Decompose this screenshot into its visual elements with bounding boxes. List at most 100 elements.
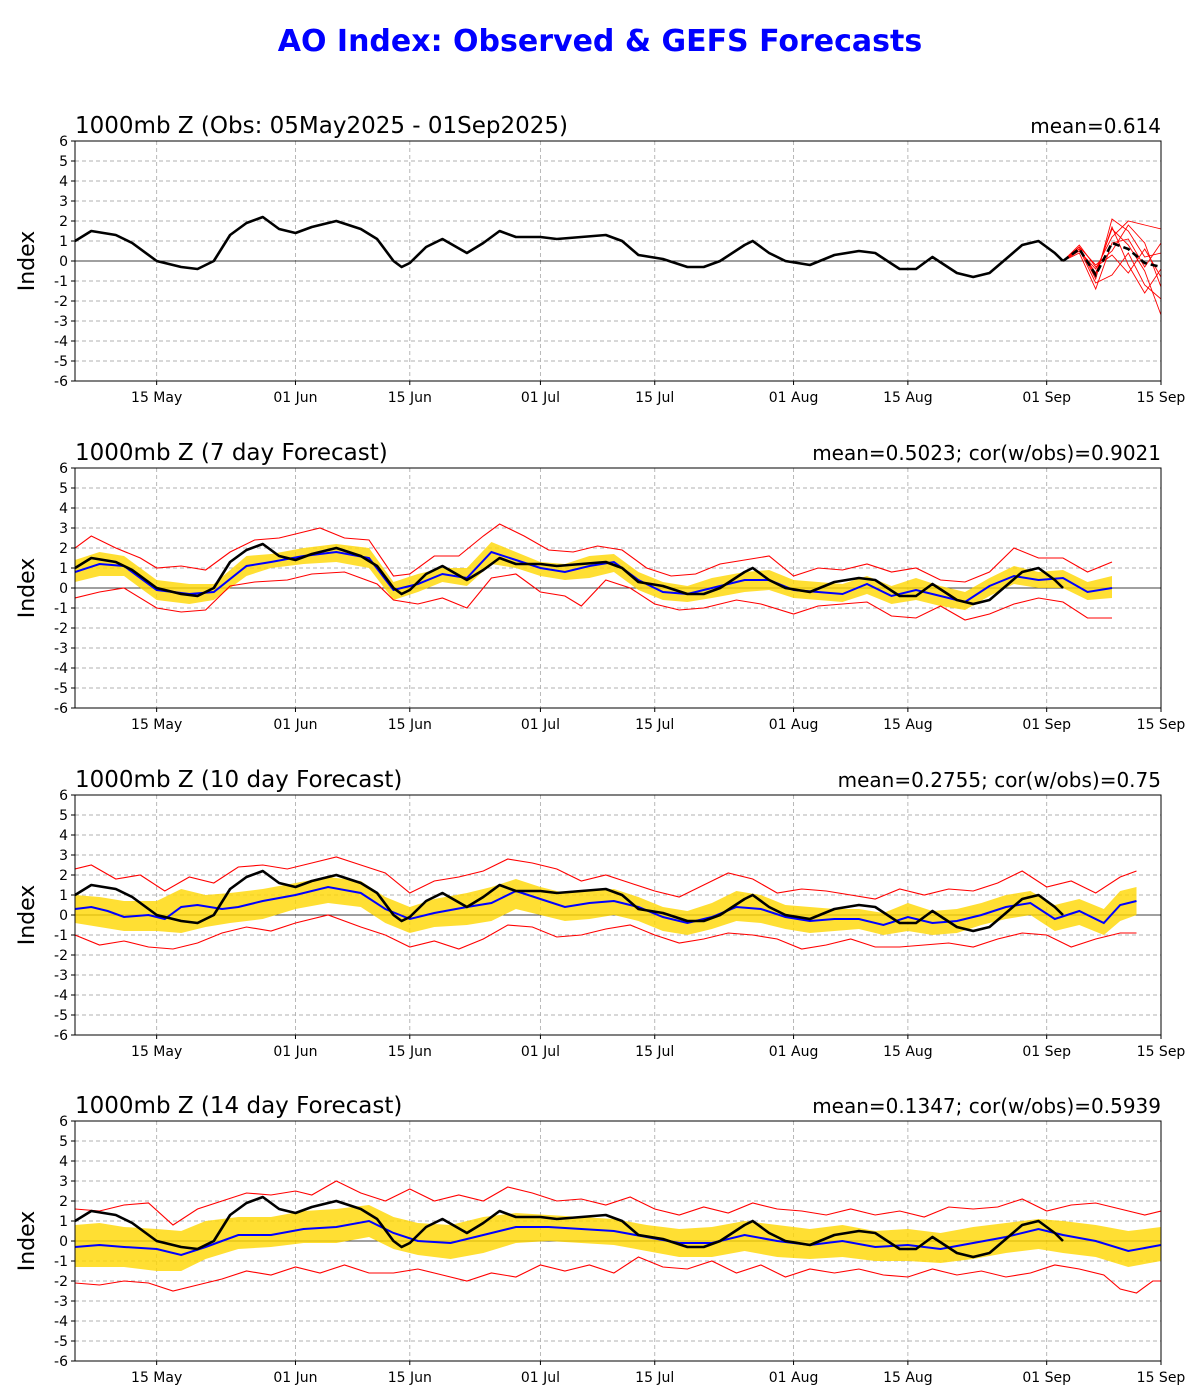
y-tick-label: -2 — [54, 948, 68, 964]
panel-statistics: mean=0.614 — [1030, 114, 1161, 138]
panel-2: -6 -5 -4 -3 -2 -1 0 1 2 3 4 5 6 15 May 01 Jun 15 Jun 01 … — [15, 440, 1185, 733]
y-tick-label: 1 — [59, 234, 68, 250]
y-tick-label: -1 — [54, 1254, 68, 1270]
y-tick-label: 2 — [59, 214, 68, 230]
forecast-member-line-6 — [1062, 238, 1161, 291]
x-tick-label: 15 Jul — [635, 717, 674, 733]
x-tick-label: 15 Jun — [388, 390, 432, 406]
x-tick-label: 01 Aug — [769, 1370, 819, 1386]
y-tick-label: -1 — [54, 601, 68, 617]
x-tick-label: 15 Aug — [883, 1044, 933, 1060]
lower-extreme-line — [75, 571, 1112, 621]
y-tick-label: 3 — [59, 194, 68, 210]
y-tick-label: 3 — [59, 1174, 68, 1190]
x-tick-label: 15 Jul — [635, 390, 674, 406]
lower-extreme-line — [75, 914, 1137, 950]
figure-title: AO Index: Observed & GEFS Forecasts — [278, 24, 922, 59]
x-tick-label: 15 May — [131, 1044, 182, 1060]
x-tick-label: 01 Sep — [1022, 1044, 1071, 1060]
y-tick-label: 4 — [59, 501, 68, 517]
panel-title: 1000mb Z (10 day Forecast) — [75, 767, 402, 793]
panel-title: 1000mb Z (Obs: 05May2025 - 01Sep2025) — [75, 113, 568, 139]
y-tick-label: 0 — [59, 1234, 68, 1250]
x-tick-label: 01 Jul — [521, 1044, 560, 1060]
y-tick-label: -3 — [54, 968, 68, 984]
x-tick-label: 01 Jun — [273, 390, 317, 406]
x-tick-label: 01 Jul — [521, 717, 560, 733]
panel-3: -6 -5 -4 -3 -2 -1 0 1 2 3 4 5 6 15 May 01 Jun 15 Jun 01 … — [15, 767, 1185, 1060]
y-axis-label: Index — [15, 1211, 40, 1272]
panel-statistics: mean=0.1347; cor(w/obs)=0.5939 — [812, 1094, 1161, 1118]
x-tick-label: 01 Aug — [769, 717, 819, 733]
y-tick-label: 4 — [59, 174, 68, 190]
ensemble-mean-line — [75, 550, 1113, 604]
panels: -6 -5 -4 -3 -2 -1 0 1 2 3 4 5 6 15 May 01 Jun 15 Jun 01 … — [15, 113, 1185, 1386]
series-group — [75, 215, 1161, 316]
ensemble-mean-line — [75, 1219, 1161, 1257]
x-tick-label: 01 Aug — [769, 390, 819, 406]
gridlines — [75, 468, 1161, 708]
forecast-member-line-5 — [1062, 244, 1161, 278]
y-tick-label: 4 — [59, 1154, 68, 1170]
x-tick-label: 15 May — [131, 1370, 182, 1386]
y-tick-label: 0 — [59, 581, 68, 597]
y-tick-label: -4 — [54, 988, 68, 1004]
y-tick-label: -5 — [54, 1008, 68, 1024]
y-tick-label: -6 — [54, 374, 68, 390]
y-tick-label: -3 — [54, 1294, 68, 1310]
x-tick-label: 15 Jul — [635, 1044, 674, 1060]
y-tick-label: 6 — [59, 461, 68, 477]
y-tick-label: -5 — [54, 1334, 68, 1350]
x-tick-label: 15 Jun — [388, 717, 432, 733]
y-tick-label: -2 — [54, 294, 68, 310]
x-tick-label: 15 Sep — [1137, 1044, 1186, 1060]
x-tick-label: 15 Aug — [883, 390, 933, 406]
y-tick-label: 6 — [59, 1114, 68, 1130]
y-tick-label: -4 — [54, 661, 68, 677]
ensemble-mean-line — [75, 885, 1137, 927]
forecast-member-line-3 — [1062, 220, 1161, 270]
x-tick-label: 15 Jul — [635, 1370, 674, 1386]
lower-extreme-line — [75, 1256, 1161, 1294]
y-tick-label: -6 — [54, 1354, 68, 1370]
y-tick-label: -1 — [54, 928, 68, 944]
panel-1: -6 -5 -4 -3 -2 -1 0 1 2 3 4 5 6 15 May 01 Jun 15 Jun 01 … — [15, 113, 1185, 406]
x-tick-label: 01 Sep — [1022, 717, 1071, 733]
upper-extreme-line — [75, 856, 1137, 900]
y-tick-label: 3 — [59, 848, 68, 864]
y-tick-label: -3 — [54, 641, 68, 657]
upper-extreme-line — [75, 523, 1113, 583]
y-tick-label: 4 — [59, 828, 68, 844]
y-tick-label: -5 — [54, 681, 68, 697]
y-tick-label: -6 — [54, 1028, 68, 1044]
observed-line — [75, 542, 1064, 606]
x-tick-label: 01 Aug — [769, 1044, 819, 1060]
series-group — [75, 523, 1113, 621]
x-tick-label: 15 Aug — [883, 1370, 933, 1386]
forecast-member-line-7 — [1062, 225, 1161, 294]
observed-line — [75, 869, 1064, 933]
observed-line — [75, 1195, 1064, 1259]
x-tick-label: 15 Sep — [1137, 390, 1186, 406]
x-tick-label: 15 Jun — [388, 1370, 432, 1386]
y-tick-label: 6 — [59, 788, 68, 804]
x-tick-label: 01 Jul — [521, 1370, 560, 1386]
y-tick-label: -2 — [54, 621, 68, 637]
y-tick-label: 1 — [59, 1214, 68, 1230]
series-group — [75, 1180, 1161, 1294]
x-tick-label: 01 Jul — [521, 390, 560, 406]
panel-title: 1000mb Z (7 day Forecast) — [75, 440, 388, 466]
series-group — [75, 856, 1137, 950]
y-tick-label: 6 — [59, 134, 68, 150]
y-tick-label: -4 — [54, 1314, 68, 1330]
y-tick-label: -1 — [54, 274, 68, 290]
spread-band — [75, 1205, 1161, 1271]
x-tick-label: 01 Sep — [1022, 1370, 1071, 1386]
y-tick-label: 5 — [59, 808, 68, 824]
y-tick-label: 2 — [59, 868, 68, 884]
x-tick-label: 15 Aug — [883, 717, 933, 733]
x-tick-label: 01 Jun — [273, 1044, 317, 1060]
y-tick-label: 2 — [59, 1194, 68, 1210]
x-tick-label: 01 Sep — [1022, 390, 1071, 406]
